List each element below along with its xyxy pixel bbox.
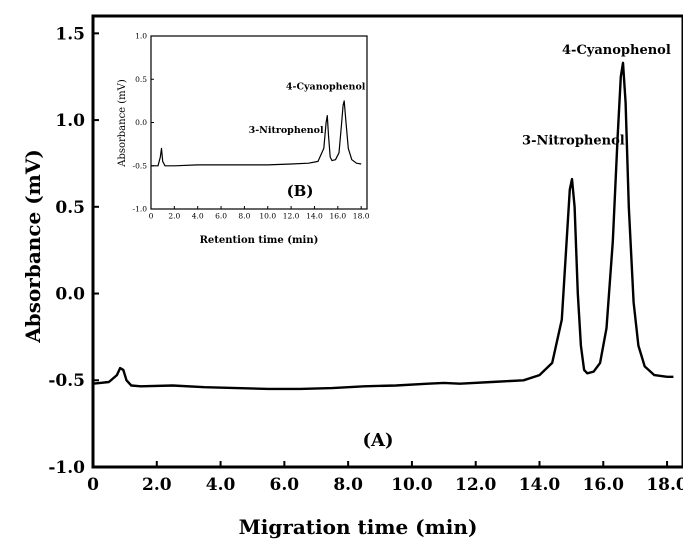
main-x-tick-label: 18.0 [646, 475, 683, 495]
main-y-tick-label: -1.0 [48, 458, 85, 478]
inset-x-tick-label: 8.0 [238, 212, 250, 221]
inset-panel-label: (B) [287, 182, 314, 200]
main-x-tick-label: 14.0 [519, 475, 561, 495]
main-chart: -1.0 -0.5 0.0 0.5 1.0 1.5 0 2.0 4.0 6.0 8.0 10.0 12… [21, 14, 683, 539]
main-plot-frame [91, 14, 683, 469]
inset-x-tick-label: 10.0 [259, 212, 276, 221]
inset-x-tick-label: 14.0 [306, 212, 323, 221]
main-peak-label: 4-Cyanophenol [562, 43, 671, 58]
main-x-axis: 0 2.0 4.0 6.0 8.0 10.0 12.0 14.0 16.0 18.0 [87, 461, 683, 495]
inset-peak-labels: 4-Cyanophenol 3-Nitrophenol [249, 82, 366, 136]
inset-x-tick-label: 0 [149, 212, 154, 221]
main-x-tick-label: 16.0 [583, 475, 625, 495]
inset-peak-label: 4-Cyanophenol [286, 82, 366, 93]
inset-x-tick-label: 18.0 [353, 212, 370, 221]
inset-x-tick-label: 12.0 [283, 212, 300, 221]
main-peak-labels: 4-Cyanophenol 3-Nitrophenol [522, 43, 671, 148]
inset-chart: -1.0 -0.5 0.0 0.5 1.0 0 2.0 4.0 6.0 8.0 10.0 12.0 1… [110, 28, 380, 260]
inset-x-tick-label: 2.0 [168, 212, 180, 221]
main-y-axis-label: Absorbance (mV) [21, 149, 45, 344]
inset-background [110, 28, 380, 260]
inset-y-tick-label: -0.5 [133, 161, 148, 170]
inset-y-tick-label: 0.5 [135, 75, 147, 84]
main-y-tick-label: 1.5 [55, 24, 85, 44]
inset-y-tick-label: -1.0 [133, 205, 148, 214]
inset-y-axis-label: Absorbance (mV) [117, 79, 128, 168]
inset-x-tick-label: 4.0 [192, 212, 204, 221]
main-y-tick-label: 0.5 [55, 198, 85, 218]
main-y-tick-label: -0.5 [48, 371, 85, 391]
main-x-tick-label: 2.0 [142, 475, 172, 495]
inset-x-axis-label: Retention time (min) [200, 235, 319, 246]
inset-x-tick-label: 6.0 [215, 212, 227, 221]
main-x-tick-label: 0 [87, 475, 99, 495]
main-x-tick-label: 4.0 [206, 475, 236, 495]
main-y-axis: -1.0 -0.5 0.0 0.5 1.0 1.5 [48, 24, 99, 478]
main-x-tick-label: 8.0 [333, 475, 363, 495]
main-x-axis-label: Migration time (min) [239, 515, 478, 539]
main-series-line [92, 61, 674, 391]
main-x-tick-label: 12.0 [455, 475, 497, 495]
main-panel-label: (A) [363, 430, 394, 451]
inset-x-tick-label: 16.0 [329, 212, 346, 221]
inset-series-line [151, 100, 362, 167]
inset-y-tick-label: 0.0 [135, 118, 147, 127]
inset-peak-label: 3-Nitrophenol [249, 125, 324, 136]
inset-x-axis: 0 2.0 4.0 6.0 8.0 10.0 12.0 14.0 16.0 18.0 [149, 206, 370, 221]
main-y-tick-label: 0.0 [55, 284, 85, 304]
main-x-tick-label: 6.0 [270, 475, 300, 495]
inset-y-tick-label: 1.0 [135, 32, 147, 41]
main-y-tick-label: 1.0 [55, 111, 85, 131]
main-peak-label: 3-Nitrophenol [522, 133, 625, 148]
main-x-tick-label: 10.0 [391, 475, 433, 495]
